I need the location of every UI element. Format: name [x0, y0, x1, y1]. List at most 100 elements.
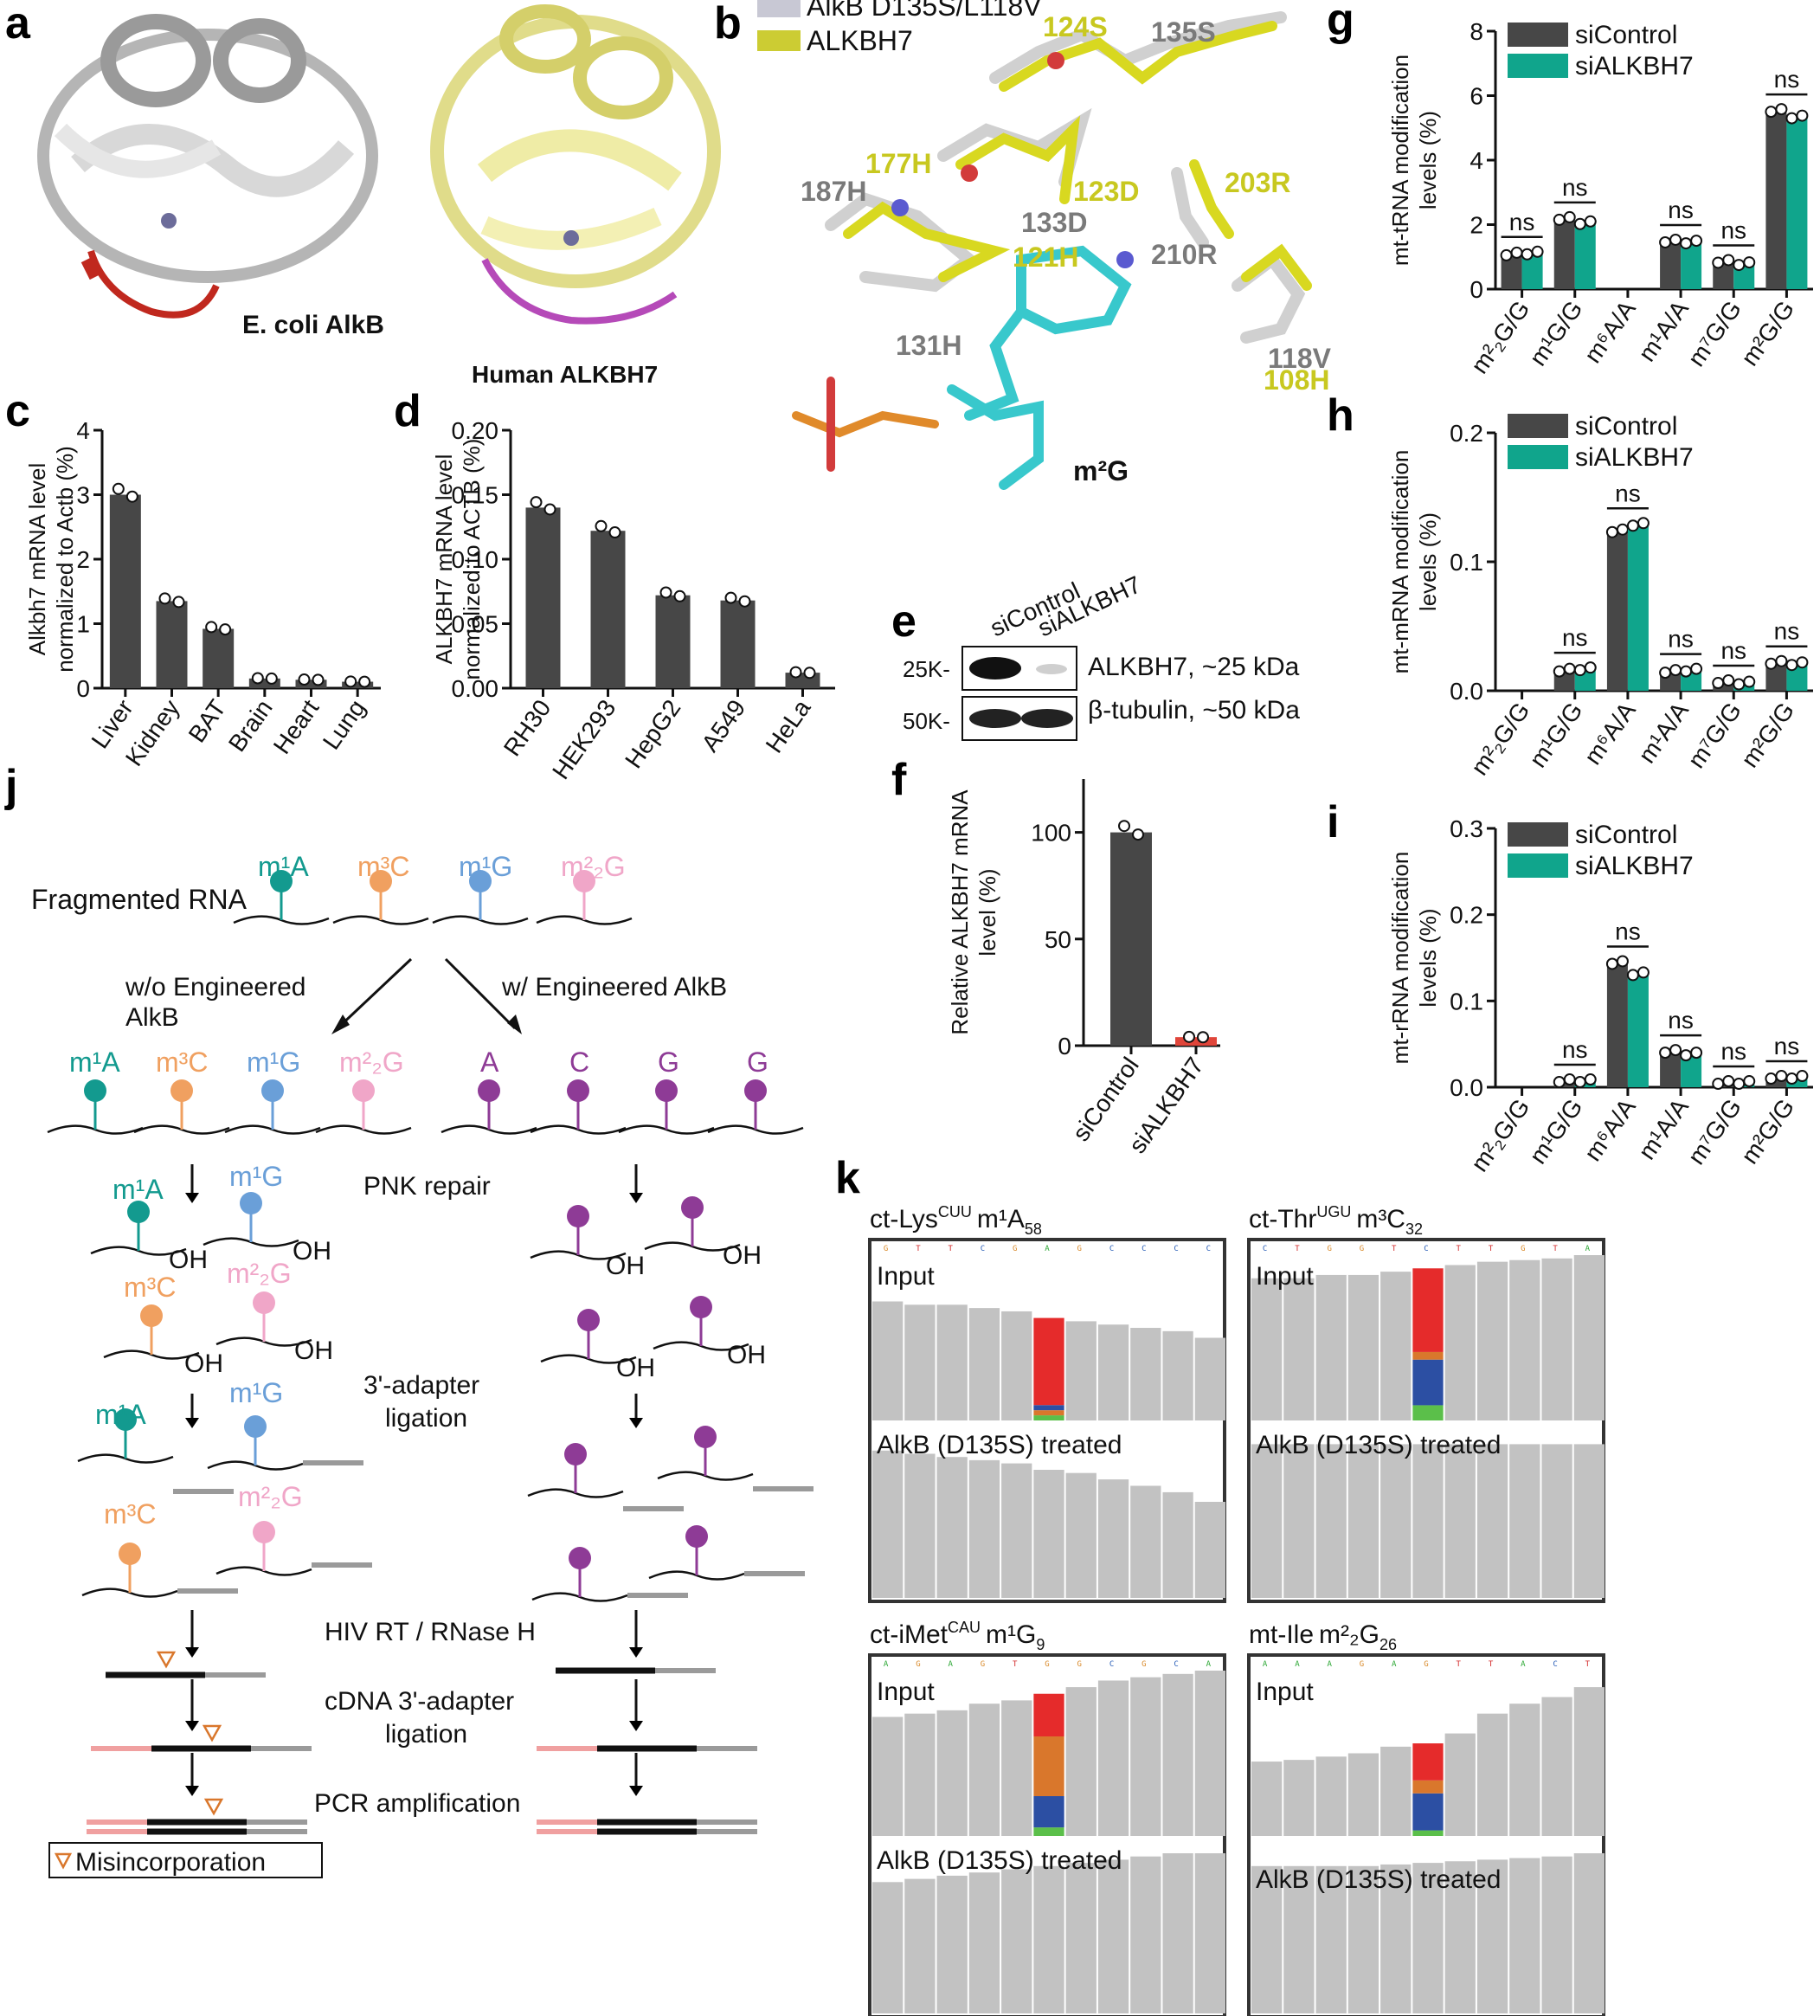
data-point-h	[1785, 659, 1798, 672]
y-tick-label-d: 0.00	[452, 675, 499, 702]
bar-h-siALKBH7	[1733, 684, 1755, 691]
track-title: ct-iMetCAU m¹G9	[870, 1619, 1045, 1653]
mod-label-m22g-2: m²₂G	[339, 1047, 404, 1078]
mod-label-m1g-4: m¹G	[229, 1161, 283, 1192]
misincorporation-legend-box	[48, 1842, 323, 1878]
y-axis-label-h: mt-mRNA modificationlevels (%)	[1387, 450, 1441, 674]
y-axis-label-line: levels (%)	[1415, 111, 1441, 209]
base-label-g: G	[658, 1047, 679, 1078]
flow-arrowhead	[185, 1647, 199, 1658]
y-axis-label-line: Alkbh7 mRNA level	[24, 463, 50, 656]
sequence-base: G	[981, 1660, 985, 1669]
sig-label-h: ns	[1774, 618, 1800, 645]
mod-label-m3c-4: m³C	[124, 1272, 176, 1303]
data-point-g	[1722, 254, 1735, 267]
mod-label-m1a-4: m¹A	[113, 1174, 164, 1205]
svg-text:121H: 121H	[1013, 242, 1079, 273]
coverage-bar-treated	[1315, 1865, 1347, 2013]
svg-text:133D: 133D	[1021, 207, 1088, 238]
coverage-bar	[1573, 1255, 1605, 1420]
y-axis-label-line: normalized to Actb (%)	[52, 446, 78, 673]
sig-label-h: ns	[1615, 480, 1641, 506]
coverage-bar	[1315, 1274, 1347, 1420]
band-label-alkbh7: ALKBH7, ~25 kDa	[1088, 653, 1300, 681]
data-point-h	[1765, 657, 1778, 670]
track-input-label: Input	[877, 1678, 935, 1706]
x-tick-label-h: m⁷G/G	[1682, 698, 1746, 773]
panel-label-k: k	[835, 1153, 860, 1203]
data-point-h	[1669, 664, 1682, 677]
x-tick-label-d: RH30	[498, 695, 556, 761]
coverage-bar-treated	[1476, 1444, 1508, 1598]
y-axis-label-f: Relative ALKBH7 mRNAlevel (%)	[947, 789, 1000, 1035]
sequence-base: A	[884, 1660, 889, 1669]
legend-label-alkb: AlkB D135S/L118V	[807, 0, 1042, 22]
sequence-base: C	[1109, 1660, 1114, 1669]
sig-label-i: ns	[1720, 1038, 1746, 1065]
coverage-bar	[872, 1716, 904, 1836]
sig-label-g: ns	[1774, 66, 1800, 93]
coverage-bar	[936, 1304, 968, 1420]
y-tick-label-h: 0.1	[1450, 549, 1483, 576]
data-point-g	[1553, 213, 1566, 226]
oh-label-6: OH	[723, 1241, 762, 1270]
coverage-bar	[1541, 1258, 1572, 1420]
track-title-name: ct-iMet	[870, 1620, 949, 1649]
coverage-bar-treated	[1194, 1853, 1225, 2013]
legend-label-g: siALKBH7	[1575, 52, 1694, 81]
coverage-bar-treated	[1573, 1853, 1605, 2013]
data-point-g	[1690, 235, 1703, 248]
sequence-base: C	[1142, 1245, 1146, 1253]
bar-i-siALKBH7	[1627, 975, 1649, 1087]
bar-h-siControl	[1765, 663, 1787, 691]
marker-25k: 25K-	[903, 656, 950, 682]
step-hiv-rt: HIV RT / RNase H	[325, 1618, 536, 1646]
base-nucleotide	[744, 1079, 767, 1102]
sig-label-g: ns	[1668, 196, 1694, 223]
data-point-h	[1712, 677, 1725, 690]
sequence-base: A	[1327, 1660, 1332, 1669]
base-label-g-2: G	[747, 1047, 769, 1078]
data-point-d	[738, 595, 751, 608]
sig-label-g: ns	[1562, 174, 1588, 201]
x-tick-label-d: HeLa	[761, 694, 816, 757]
y-tick-label-f: 100	[1031, 820, 1071, 847]
coverage-mismatch	[1412, 1351, 1444, 1360]
coverage-bar	[1251, 1762, 1283, 1836]
coverage-mismatch	[1412, 1359, 1444, 1406]
y-axis-label-i: mt-rRNA modificationlevels (%)	[1387, 852, 1441, 1065]
track-input-label: Input	[877, 1262, 935, 1291]
x-tick-label-c: Brain	[223, 695, 278, 757]
coverage-mismatch	[1033, 1736, 1064, 1797]
y-axis-label-line: ALKBH7 mRNA level	[431, 454, 457, 665]
data-point-d	[803, 667, 816, 680]
y-axis-label-d: ALKBH7 mRNA levelnormalized to ACTB (%)	[431, 439, 485, 680]
x-tick-label-c: Lung	[318, 695, 370, 755]
data-point-i	[1775, 1070, 1788, 1083]
bar-c-Kidney	[156, 601, 188, 688]
sequence-base: T	[1553, 1245, 1558, 1253]
m1a-nucleotide	[270, 870, 293, 892]
x-tick-label-h: m⁶A/A	[1579, 697, 1641, 770]
panel-label-j: j	[4, 761, 17, 811]
data-point-i	[1584, 1073, 1597, 1086]
legend-swatch-i	[1508, 822, 1568, 847]
coverage-bar-treated	[904, 1453, 936, 1598]
panel-label-e: e	[891, 596, 916, 647]
coverage-mismatch	[1033, 1827, 1064, 1836]
base-label-c: C	[569, 1047, 589, 1078]
track-title-name: mt-Ile	[1249, 1620, 1314, 1649]
data-point-f	[1132, 828, 1144, 841]
sequence-base: T	[1392, 1245, 1397, 1253]
track-input-label: Input	[1256, 1678, 1314, 1706]
data-point-h	[1796, 656, 1809, 669]
sig-label-h: ns	[1720, 637, 1746, 664]
m1a-nucleotide	[84, 1079, 106, 1102]
coverage-bar	[1347, 1274, 1379, 1420]
coverage-bar-treated	[1283, 1865, 1315, 2013]
coverage-bar	[1541, 1697, 1572, 1836]
coverage-bar	[904, 1304, 936, 1420]
base-nucleotide	[577, 1309, 600, 1331]
y-tick-label-c: 1	[76, 611, 90, 638]
data-point-i	[1573, 1076, 1586, 1089]
